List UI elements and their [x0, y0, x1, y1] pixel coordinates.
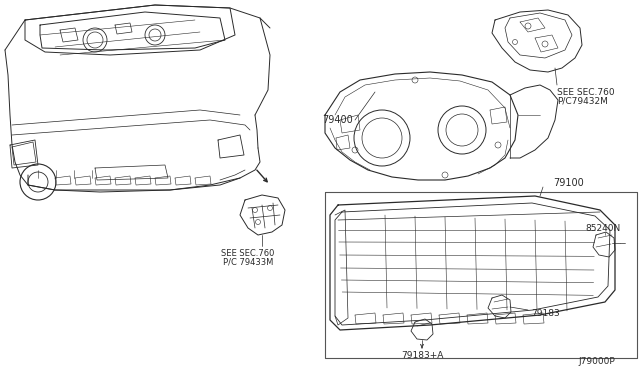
Text: 79100: 79100	[553, 178, 584, 188]
Text: P/C79432M: P/C79432M	[557, 96, 608, 106]
Text: 79183: 79183	[531, 308, 560, 317]
Text: J79000P: J79000P	[578, 357, 615, 366]
Text: 79400: 79400	[323, 115, 353, 125]
Text: SEE SEC.760: SEE SEC.760	[557, 87, 614, 96]
Text: P/C 79433M: P/C 79433M	[223, 257, 273, 266]
Text: 85240N: 85240N	[586, 224, 621, 232]
Text: SEE SEC.760: SEE SEC.760	[221, 250, 275, 259]
Text: 79183+A: 79183+A	[401, 352, 443, 360]
